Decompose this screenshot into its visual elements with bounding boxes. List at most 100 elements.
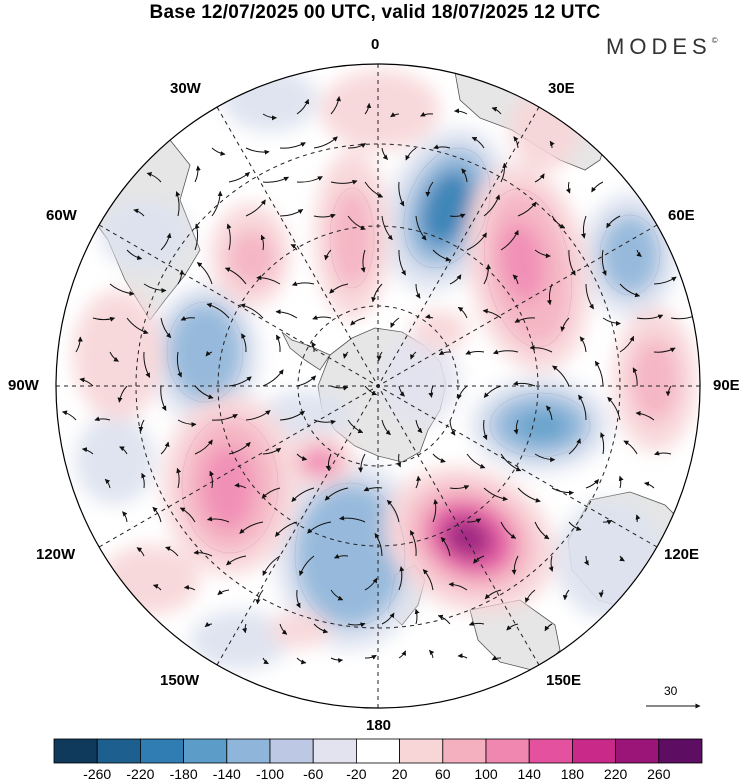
wind-vector <box>152 584 162 591</box>
wind-vector <box>560 317 570 332</box>
wind-vector <box>449 213 466 219</box>
wind-vector <box>245 410 271 421</box>
wind-vector <box>473 555 485 564</box>
wind-vector <box>211 190 223 217</box>
wind-vector <box>398 181 405 207</box>
wind-vector <box>75 336 83 353</box>
wind-vector <box>513 419 519 435</box>
wind-vector <box>579 336 587 353</box>
wind-vector <box>255 589 264 605</box>
wind-vector <box>224 267 247 285</box>
colorbar-tick-label: -20 <box>346 766 367 782</box>
wind-vector <box>217 589 230 596</box>
wind-vector <box>415 215 427 241</box>
wind-vector <box>275 521 298 537</box>
lon-label-60w: 60W <box>46 207 77 224</box>
wind-vector <box>635 514 641 523</box>
wind-vector <box>405 147 417 161</box>
wind-vector <box>493 349 519 355</box>
colorbar <box>53 738 703 764</box>
colorbar-tick-label: 220 <box>603 766 628 782</box>
wind-vector <box>568 249 576 276</box>
wind-vector <box>636 314 664 320</box>
lon-label-150e: 150E <box>546 672 582 689</box>
wind-vector <box>465 350 485 355</box>
wind-vector <box>226 555 247 566</box>
wind-vector <box>194 385 214 400</box>
wind-vector <box>454 108 468 115</box>
colorbar-tick-label: -100 <box>255 766 285 782</box>
wind-vector <box>211 147 226 157</box>
wind-vector <box>262 657 269 665</box>
brand-mark: © <box>711 36 718 45</box>
wind-vector <box>339 515 366 523</box>
wind-vector <box>544 623 553 632</box>
colorbar-swatch <box>658 738 703 764</box>
colorbar-tick-label: -180 <box>169 766 198 782</box>
colorbar-swatch <box>96 738 141 764</box>
wind-vector <box>432 499 439 523</box>
wind-vector <box>398 385 405 397</box>
wind-vector <box>180 315 196 321</box>
wind-vector <box>449 274 462 285</box>
wind-vector <box>256 275 281 285</box>
wind-vector <box>307 521 332 534</box>
wind-vector <box>374 532 383 557</box>
wind-vector <box>440 536 451 557</box>
wind-vector <box>420 111 434 117</box>
wind-vector <box>517 201 537 217</box>
wind-vector <box>160 385 167 411</box>
wind-vector <box>296 98 310 115</box>
wind-vector <box>241 333 247 353</box>
wind-vector <box>261 487 281 499</box>
wind-vector <box>606 215 621 229</box>
wind-vector <box>330 179 358 185</box>
wind-vector <box>546 405 553 421</box>
wind-vector <box>262 176 289 183</box>
wind-vector <box>568 438 581 455</box>
wind-vector <box>565 181 571 194</box>
colorbar-swatch <box>139 738 184 764</box>
wind-vector <box>425 313 434 319</box>
wind-vector <box>381 147 388 160</box>
wind-vector <box>602 317 621 326</box>
wind-vector <box>226 223 232 251</box>
wind-vector <box>324 249 332 261</box>
anomaly-shading <box>73 68 697 670</box>
wind-vector <box>109 283 135 296</box>
wind-vector <box>143 283 167 293</box>
brand-name: MODES <box>606 34 712 59</box>
wind-vector <box>635 410 655 421</box>
wind-vector <box>291 281 315 286</box>
wind-vector <box>364 385 377 396</box>
wind-vector <box>342 351 349 359</box>
colorbar-tick-label: -260 <box>83 766 112 782</box>
wind-vector <box>160 232 172 251</box>
colorbar-labels: -260 -220 -180 -140 -100 -60 -20 20 60 100 140 180 2… <box>0 766 750 783</box>
wind-vector <box>176 351 182 378</box>
wind-vector <box>500 229 519 251</box>
wind-vector <box>511 555 519 575</box>
wind-vector <box>594 360 604 387</box>
wind-vector <box>160 317 172 339</box>
wind-vector <box>311 341 317 353</box>
wind-vector <box>205 350 213 357</box>
wind-vector <box>206 302 230 319</box>
wind-vector <box>602 519 613 525</box>
wind-vector <box>653 347 676 353</box>
wind-vector <box>141 472 146 489</box>
wind-vector <box>409 530 417 557</box>
wind-vector <box>175 191 181 217</box>
wind-vector <box>183 584 196 591</box>
wind-vector <box>500 162 508 183</box>
wind-vector <box>262 447 282 455</box>
wind-vector <box>262 369 284 387</box>
wind-vector <box>376 351 383 362</box>
wind-vector <box>432 249 451 262</box>
wind-vector <box>484 589 502 600</box>
wind-vector <box>552 365 570 387</box>
wind-vector <box>196 262 213 285</box>
wind-vector <box>449 419 456 436</box>
wind-vector <box>228 442 251 455</box>
wind-vector <box>347 143 367 149</box>
